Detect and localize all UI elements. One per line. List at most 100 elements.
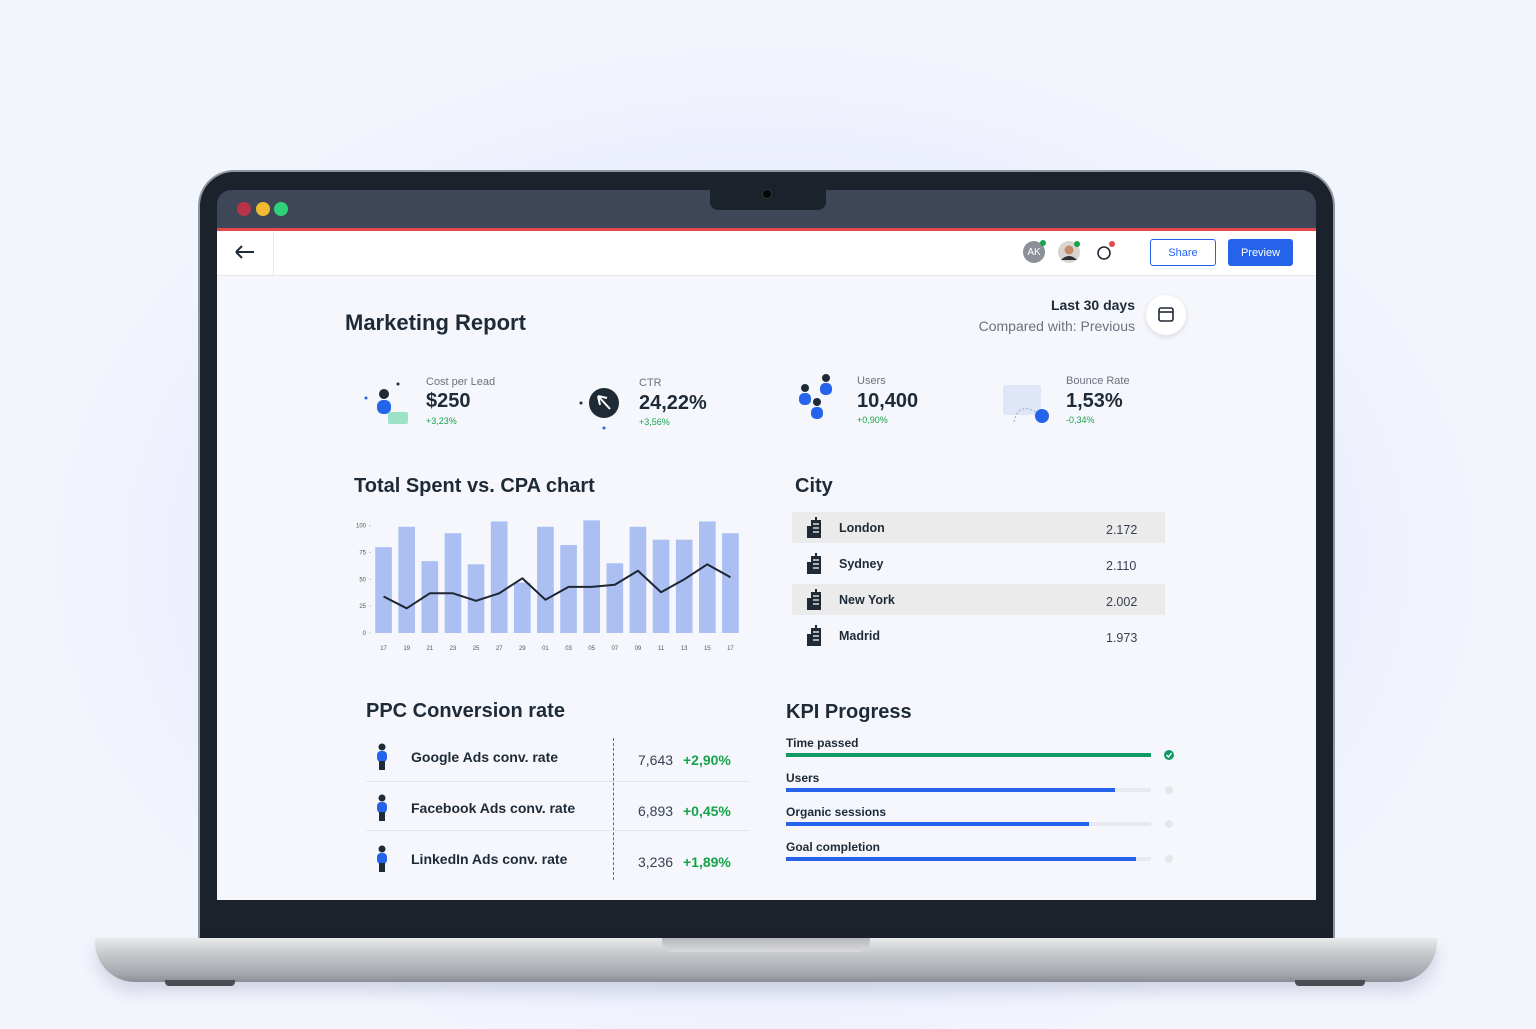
building-windows — [813, 523, 819, 533]
x-tick-label: 27 — [496, 646, 503, 652]
kpi-icon-lead — [364, 382, 408, 424]
back-button[interactable] — [234, 244, 256, 260]
bar — [398, 526, 416, 633]
kpi-value: $250 — [426, 390, 471, 412]
progress-bar — [786, 753, 1151, 757]
kpi-icon-bounce — [1003, 385, 1049, 423]
icon-dot — [364, 396, 368, 400]
window-minimize[interactable] — [256, 202, 270, 216]
city-title: City — [795, 475, 833, 497]
x-tick-label: 25 — [473, 646, 480, 652]
icon-body — [377, 400, 391, 414]
icon-head — [378, 794, 386, 802]
report-comparison: Compared with: Previous — [978, 318, 1135, 334]
status-dot — [1165, 854, 1173, 863]
city-value: 2.172 — [1106, 523, 1138, 537]
share-button[interactable]: Share — [1150, 239, 1216, 266]
x-tick-label: 01 — [542, 646, 549, 652]
comments-button[interactable] — [1095, 240, 1119, 264]
progress-bar — [786, 787, 1115, 792]
city-name: London — [839, 521, 885, 535]
y-tick-label: 75 — [359, 551, 366, 557]
avatar-photo[interactable] — [1058, 241, 1082, 265]
preview-button[interactable]: Preview — [1228, 239, 1293, 266]
bar — [421, 561, 439, 633]
bar — [698, 521, 716, 633]
avatar[interactable]: AK — [1023, 241, 1045, 263]
icon-head — [378, 845, 386, 853]
base-notch — [662, 938, 870, 952]
icon-window — [1003, 385, 1041, 415]
chart: 0 25 50 75 100 17 19 21 23 25 27 29 01 03 05 07 09 11 13 15… — [356, 520, 739, 652]
window-close[interactable] — [237, 202, 251, 216]
status-pending — [1165, 854, 1173, 863]
avatar-face — [1064, 245, 1074, 255]
app-header — [217, 231, 1316, 276]
chat-icon — [1097, 246, 1111, 260]
status-complete — [1164, 750, 1174, 760]
bar — [722, 533, 739, 633]
x-tick-label: 11 — [658, 646, 665, 652]
laptop-foot — [1295, 980, 1365, 986]
ppc-change: +1,89% — [683, 854, 731, 870]
city-name: Sydney — [839, 557, 884, 571]
x-tick-label: 05 — [588, 646, 595, 652]
x-tick-label: 13 — [681, 646, 688, 652]
kpi-value: 24,22% — [639, 392, 707, 414]
status-pending — [1165, 785, 1173, 794]
city-row: Sydney 2.110 — [792, 548, 1165, 579]
city-value: 2.110 — [1106, 559, 1137, 573]
icon-body — [377, 802, 387, 813]
building-windows — [813, 631, 819, 641]
x-tick-label: 19 — [403, 646, 410, 652]
x-tick-label: 29 — [519, 646, 526, 652]
window-maximize[interactable] — [274, 202, 288, 216]
back-arrow — [235, 245, 254, 259]
icon-cursor — [597, 395, 611, 410]
camera — [762, 189, 772, 199]
x-tick-label: 21 — [426, 646, 433, 652]
date-picker[interactable] — [1146, 295, 1186, 335]
icon-body — [377, 751, 387, 762]
bar — [467, 564, 485, 633]
online-dot — [1040, 240, 1046, 246]
city-icon — [807, 517, 821, 538]
calendar-icon — [1158, 307, 1174, 322]
line — [383, 563, 731, 610]
icon-dot — [602, 426, 606, 430]
share-label: Share — [1168, 246, 1198, 259]
icon-legs — [379, 812, 385, 821]
progress-bar — [786, 856, 1137, 861]
x-tick-label: 17 — [727, 646, 734, 652]
bar — [444, 533, 462, 633]
x-tick-label: 23 — [450, 646, 457, 652]
accent-line — [217, 228, 1316, 231]
icon-body — [811, 407, 823, 419]
preview-label: Preview — [1240, 246, 1281, 259]
kpi-label: CTR — [639, 377, 662, 389]
notification-dot — [1109, 241, 1115, 247]
ppc-change: +2,90% — [683, 752, 731, 768]
x-tick-label: 03 — [565, 646, 572, 652]
y-tick-label: 0 — [363, 631, 367, 637]
ppc-separator — [366, 830, 750, 831]
icon-legs — [379, 863, 385, 872]
y-tick-label: 50 — [359, 577, 366, 583]
bar — [606, 563, 624, 633]
icon-body — [377, 853, 387, 864]
status-dot — [1164, 750, 1174, 760]
bar — [629, 526, 647, 633]
kpi-label: Cost per Lead — [426, 376, 496, 388]
icon-dot — [579, 401, 583, 405]
x-tick-label: 15 — [704, 646, 711, 652]
x-tick-label: 09 — [635, 646, 642, 652]
city-icon — [807, 625, 821, 646]
check-mark — [1166, 752, 1173, 759]
bar — [675, 539, 693, 633]
progress-bar — [786, 822, 1089, 826]
icon-ball — [1035, 409, 1049, 423]
kpi-change: -0,34% — [1066, 415, 1095, 425]
kpi-icon-users — [799, 374, 832, 419]
calendar-frame — [1158, 307, 1174, 322]
